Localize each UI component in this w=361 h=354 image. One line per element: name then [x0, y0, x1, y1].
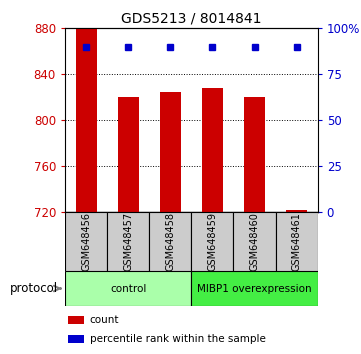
Text: GSM648460: GSM648460: [249, 212, 260, 271]
Text: GSM648456: GSM648456: [81, 212, 91, 271]
Bar: [234, 212, 275, 271]
Bar: [275, 212, 318, 271]
Bar: [286, 210, 307, 212]
Bar: [202, 88, 223, 212]
Bar: [160, 92, 181, 212]
Bar: [191, 212, 234, 271]
Bar: [68, 316, 84, 324]
Bar: [118, 97, 139, 212]
Text: count: count: [90, 315, 119, 325]
Text: GSM648461: GSM648461: [292, 212, 302, 271]
Bar: [68, 335, 84, 343]
Bar: [65, 271, 191, 306]
Text: control: control: [110, 284, 146, 293]
Text: MIBP1 overexpression: MIBP1 overexpression: [197, 284, 312, 293]
Bar: [65, 212, 107, 271]
Text: GSM648458: GSM648458: [165, 212, 175, 271]
Bar: [149, 212, 191, 271]
Bar: [75, 28, 96, 212]
Text: GSM648457: GSM648457: [123, 212, 133, 271]
Text: protocol: protocol: [10, 282, 58, 295]
Text: GSM648459: GSM648459: [207, 212, 217, 271]
Title: GDS5213 / 8014841: GDS5213 / 8014841: [121, 12, 262, 26]
Bar: [107, 212, 149, 271]
Bar: [191, 271, 318, 306]
Text: percentile rank within the sample: percentile rank within the sample: [90, 334, 265, 344]
Bar: [244, 97, 265, 212]
